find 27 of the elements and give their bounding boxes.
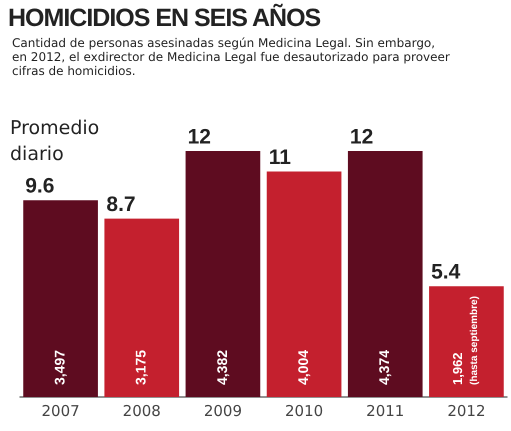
x-tick-label: 2009 xyxy=(204,402,242,420)
bar xyxy=(186,151,260,397)
x-tick-label: 2012 xyxy=(447,402,486,420)
annotation: 1,962 (hasta septiembre) xyxy=(450,296,480,385)
chart-title: HOMICIDIOS EN SEIS AÑOS xyxy=(8,4,320,33)
data-label: 12 xyxy=(350,125,374,148)
bar xyxy=(104,218,180,397)
bar xyxy=(429,286,504,397)
x-tick-label: 2007 xyxy=(41,402,80,420)
bar xyxy=(23,200,98,397)
data-label: 12 xyxy=(188,125,211,148)
annotation: 3,497 xyxy=(51,350,68,385)
chart-subtitle: Cantidad de personas asesinadas según Medicina Legal. Sin embargo, en 2012, el exdirector de Medicina Legal fue desautorizado para proveer cifras de homicidios. xyxy=(12,36,451,78)
y-axis-title: Promedio diario xyxy=(10,116,100,167)
data-label: 9.6 xyxy=(25,174,54,198)
data-label: 11 xyxy=(268,146,292,169)
data-label: 5.4 xyxy=(431,260,461,284)
annotation: 4,374 xyxy=(376,350,392,385)
annotation: 4,382 xyxy=(214,350,230,385)
data-label: 8.7 xyxy=(106,192,136,216)
x-tick-label: 2010 xyxy=(284,402,324,420)
annotation: 4,004 xyxy=(294,350,311,385)
x-tick-label: 2011 xyxy=(366,402,404,420)
bar xyxy=(266,172,342,397)
annotation: 3,175 xyxy=(132,350,149,385)
bar xyxy=(348,151,423,397)
x-tick-label: 2008 xyxy=(122,402,161,420)
